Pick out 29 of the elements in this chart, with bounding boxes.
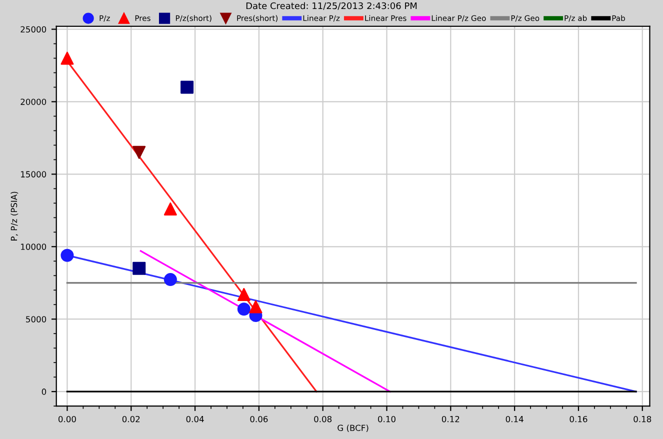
point [132,262,146,275]
x-tick-label: 0.04 [186,416,204,422]
x-tick-label: 0.18 [634,416,652,422]
point [132,146,146,159]
point [60,52,74,65]
x-tick-label: 0.08 [314,416,332,422]
y-tick-label: 0 [42,388,46,395]
chart-title: Date Created: 11/25/2013 2:43:06 PM [246,2,417,10]
y-tick-label: 20000 [20,98,46,105]
point [164,273,177,286]
x-tick-label: 0.02 [122,416,140,422]
point [237,288,250,301]
y-tick-label: 5000 [26,316,46,322]
x-axis-title: G (BCF) [338,424,368,432]
point [237,302,250,316]
x-tick-label: 0.16 [570,416,588,422]
y-tick-label: 15000 [21,171,46,178]
x-tick-label: 0.00 [58,416,76,422]
point [164,202,177,216]
y-axis-title: P, P/z (PSIA) [10,192,18,240]
y-tick-label: 25000 [20,26,46,33]
point [180,80,194,94]
point [249,300,262,314]
point [60,248,74,262]
x-tick-label: 0.10 [378,416,396,422]
x-tick-label: 0.14 [506,416,524,422]
x-tick-label: 0.12 [442,416,460,422]
y-tick-label: 10000 [21,244,46,250]
x-tick-label: 0.06 [250,416,268,422]
